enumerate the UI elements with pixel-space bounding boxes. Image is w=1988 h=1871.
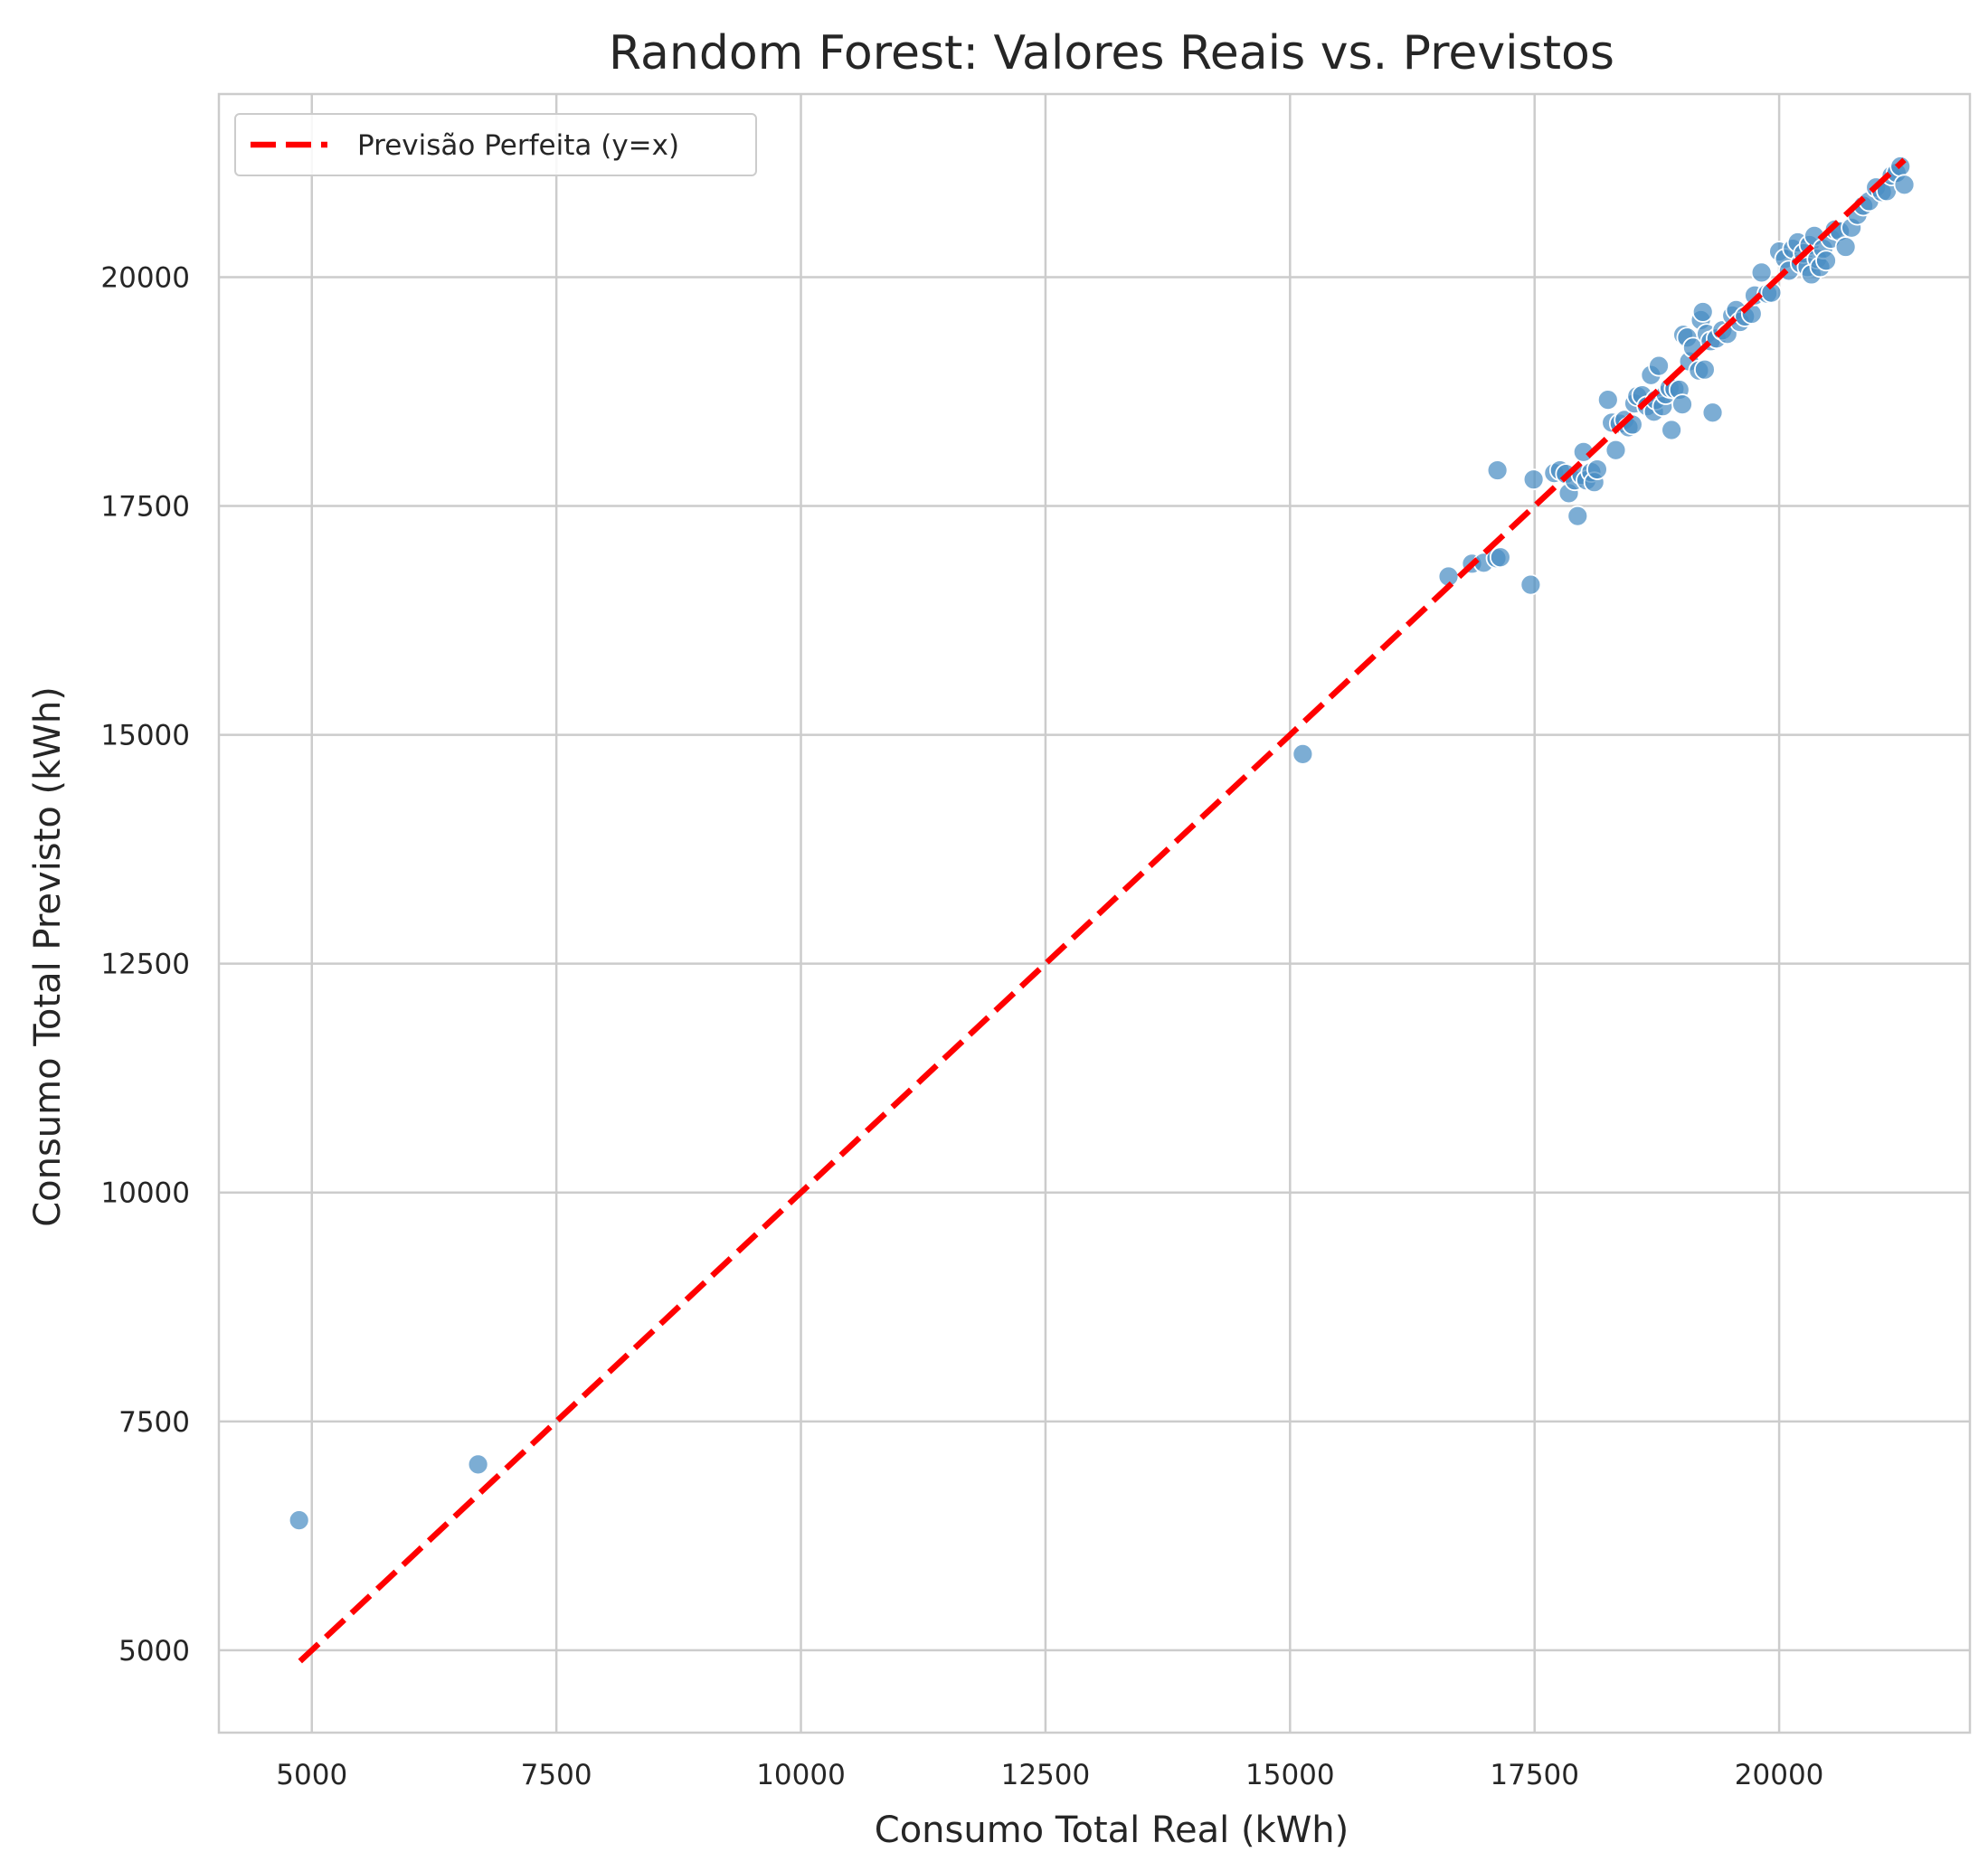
data-point	[1567, 505, 1589, 527]
x-tick-label: 5000	[276, 1759, 347, 1791]
data-point	[1834, 236, 1857, 258]
data-point	[1691, 301, 1714, 323]
data-point	[1661, 419, 1683, 441]
y-tick-label: 7500	[118, 1406, 190, 1439]
plot-background	[219, 94, 1970, 1733]
data-point	[1489, 546, 1511, 569]
x-tick-label: 17500	[1490, 1759, 1579, 1791]
data-point	[1893, 174, 1916, 196]
x-tick-label: 10000	[756, 1759, 846, 1791]
x-tick-label: 15000	[1245, 1759, 1335, 1791]
y-tick-label: 12500	[100, 949, 190, 981]
y-tick-label: 10000	[100, 1177, 190, 1210]
data-point	[1596, 389, 1619, 411]
y-tick-label: 5000	[118, 1635, 190, 1668]
x-tick-label: 7500	[521, 1759, 592, 1791]
data-point	[1519, 573, 1542, 596]
legend-box	[234, 113, 757, 176]
perfect-prediction-line	[298, 157, 1907, 1664]
data-point	[467, 1453, 489, 1476]
plot-frame	[217, 92, 1972, 1734]
data-point	[1671, 393, 1693, 416]
data-point	[1701, 402, 1724, 424]
grid-lines	[219, 94, 1970, 1733]
data-point	[288, 1509, 310, 1532]
x-tick-label: 12500	[1001, 1759, 1091, 1791]
data-point	[1815, 250, 1837, 272]
data-point	[1605, 439, 1627, 461]
plot-area	[217, 92, 1972, 1734]
legend-label: Previsão Perfeita (y=x)	[357, 129, 679, 162]
data-point	[1292, 742, 1314, 765]
data-point	[1648, 354, 1670, 377]
y-axis-label: Consumo Total Previsto (kWh)	[27, 686, 69, 1227]
chart-title: Random Forest: Valores Reais vs. Previst…	[609, 26, 1614, 80]
x-tick-label: 20000	[1735, 1759, 1824, 1791]
data-point	[1586, 458, 1608, 480]
data-point	[1693, 358, 1716, 381]
data-point	[1486, 459, 1509, 481]
y-tick-label: 20000	[100, 261, 190, 294]
data-point	[1522, 468, 1545, 491]
x-axis-ticks: 5000 7500 10000 12500 15000 17500 20000	[276, 1759, 1823, 1791]
y-tick-label: 17500	[100, 491, 190, 524]
y-axis-ticks: 5000 7500 10000 12500 15000 17500 20000	[100, 261, 190, 1667]
y-tick-label: 15000	[100, 720, 190, 752]
x-axis-label: Consumo Total Real (kWh)	[875, 1810, 1349, 1851]
data-point	[1750, 261, 1773, 284]
legend: Previsão Perfeita (y=x)	[234, 113, 757, 176]
